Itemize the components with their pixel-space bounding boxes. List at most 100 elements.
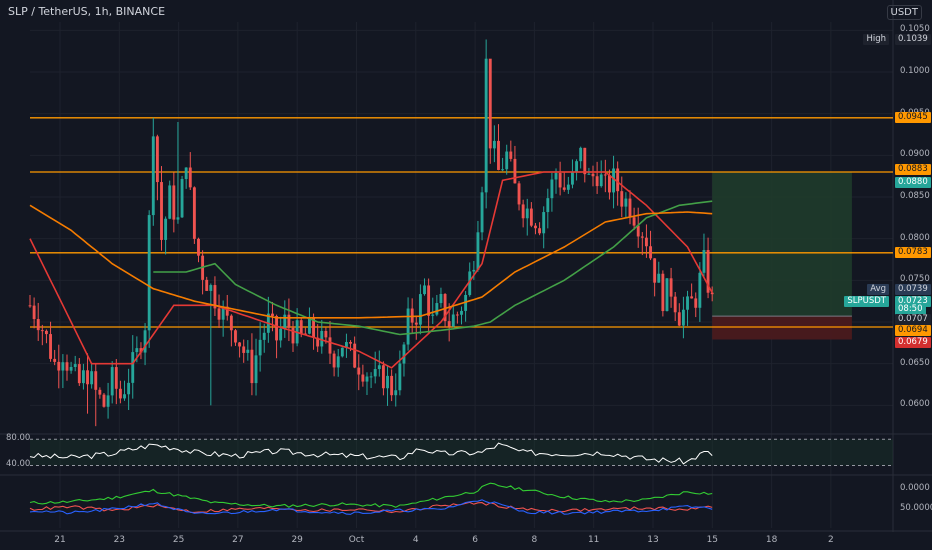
time-axis-tick: 15 <box>706 535 719 545</box>
price-axis-label: 0.0783 <box>895 247 931 259</box>
candle-body <box>139 348 143 353</box>
candle-body <box>706 250 710 293</box>
candle-body <box>123 394 126 399</box>
loss-zone <box>712 316 852 340</box>
candle-body <box>632 217 636 226</box>
price-axis-label: 0.0723 <box>895 295 931 307</box>
candle-body <box>381 365 385 389</box>
price-axis-label: 0.0694 <box>895 324 931 336</box>
candle-body <box>151 136 155 216</box>
candle-body <box>386 375 389 389</box>
candle-body <box>308 316 311 334</box>
candle-body <box>710 292 714 295</box>
candle-body <box>303 333 307 335</box>
candle-body <box>636 225 640 237</box>
candle-body <box>554 173 558 180</box>
candle-body <box>427 285 431 316</box>
candle-body <box>665 278 669 312</box>
price-axis-label: 08:50 <box>895 304 926 315</box>
candle-body <box>320 330 324 347</box>
candle-body <box>460 310 463 315</box>
candle-body <box>529 208 533 226</box>
rsi-axis-tick: 80.00 <box>6 433 31 444</box>
candle-body <box>258 339 262 356</box>
candle-body <box>40 330 44 332</box>
time-axis-tick: 18 <box>765 535 778 545</box>
candle-body <box>94 371 98 390</box>
candle-body <box>110 367 114 396</box>
candle-body <box>160 182 163 240</box>
price-axis-tick: 0.0650 <box>900 357 930 368</box>
candle-body <box>271 313 274 317</box>
price-axis-tick: 0.0800 <box>900 232 930 243</box>
candle-body <box>443 294 447 322</box>
candle-body <box>620 191 624 207</box>
candle-body <box>690 296 694 299</box>
candle-body <box>336 356 340 368</box>
price-axis-label: 0.0880 <box>895 176 931 188</box>
candle-body <box>562 187 566 190</box>
candle-body <box>591 173 595 177</box>
rsi-axis-tick: 40.00 <box>6 459 31 470</box>
candle-body <box>28 305 32 307</box>
candle-body <box>575 161 579 173</box>
candle-body <box>312 316 315 338</box>
candle-body <box>406 308 410 345</box>
candle-body <box>283 314 287 329</box>
candle-body <box>480 192 484 233</box>
candle-body <box>468 271 472 295</box>
time-axis-tick: 25 <box>172 535 185 545</box>
candle-body <box>542 212 546 234</box>
candle-body <box>205 279 209 291</box>
candle-body <box>197 238 200 256</box>
candle-body <box>439 294 443 304</box>
candle-body <box>188 167 192 188</box>
candle-body <box>501 169 505 171</box>
candle-body <box>53 358 57 362</box>
candle-body <box>254 355 258 384</box>
price-axis-label: 0.0945 <box>895 112 931 124</box>
time-axis-tick: 27 <box>232 535 244 545</box>
candle-body <box>291 327 295 344</box>
candle-body <box>398 363 402 391</box>
candle-body <box>184 167 188 180</box>
candle-body <box>484 58 488 193</box>
candle-body <box>390 375 394 396</box>
candle-body <box>287 314 291 328</box>
candle-body <box>275 316 279 341</box>
candle-body <box>677 312 681 326</box>
candle-body <box>324 330 328 338</box>
candle-body <box>86 370 89 385</box>
candle-body <box>81 370 85 384</box>
candle-body <box>143 330 147 353</box>
candle-body <box>402 344 406 364</box>
time-axis-tick: 29 <box>291 535 303 545</box>
candle-body <box>644 237 648 247</box>
price-axis-label: 0.0739 <box>895 284 931 295</box>
osc-axis-tick: 0.0000 <box>900 483 930 493</box>
candle-body <box>698 272 702 308</box>
candle-body <box>603 174 607 176</box>
candle-body <box>332 353 336 368</box>
candle-body <box>509 151 513 159</box>
candle-body <box>517 183 521 205</box>
moving-average-line <box>153 200 713 336</box>
candle-body <box>102 394 106 407</box>
symbol-title[interactable]: SLP / TetherUS, 1h, BINANCE <box>8 5 166 18</box>
candle-body <box>365 376 369 382</box>
candle-body <box>418 294 422 325</box>
candle-body <box>209 285 213 291</box>
candle-body <box>534 225 537 229</box>
price-label-tag: Avg <box>867 284 889 295</box>
candle-body <box>246 349 250 353</box>
moving-average-line <box>29 171 713 369</box>
candle-body <box>624 198 628 207</box>
candle-body <box>525 208 529 219</box>
moving-average-line <box>29 204 713 319</box>
time-axis-tick: 2 <box>828 535 834 545</box>
candle-body <box>661 273 665 312</box>
candle-body <box>221 306 225 320</box>
currency-button[interactable]: USDT <box>886 5 922 20</box>
rsi-band <box>30 439 893 466</box>
